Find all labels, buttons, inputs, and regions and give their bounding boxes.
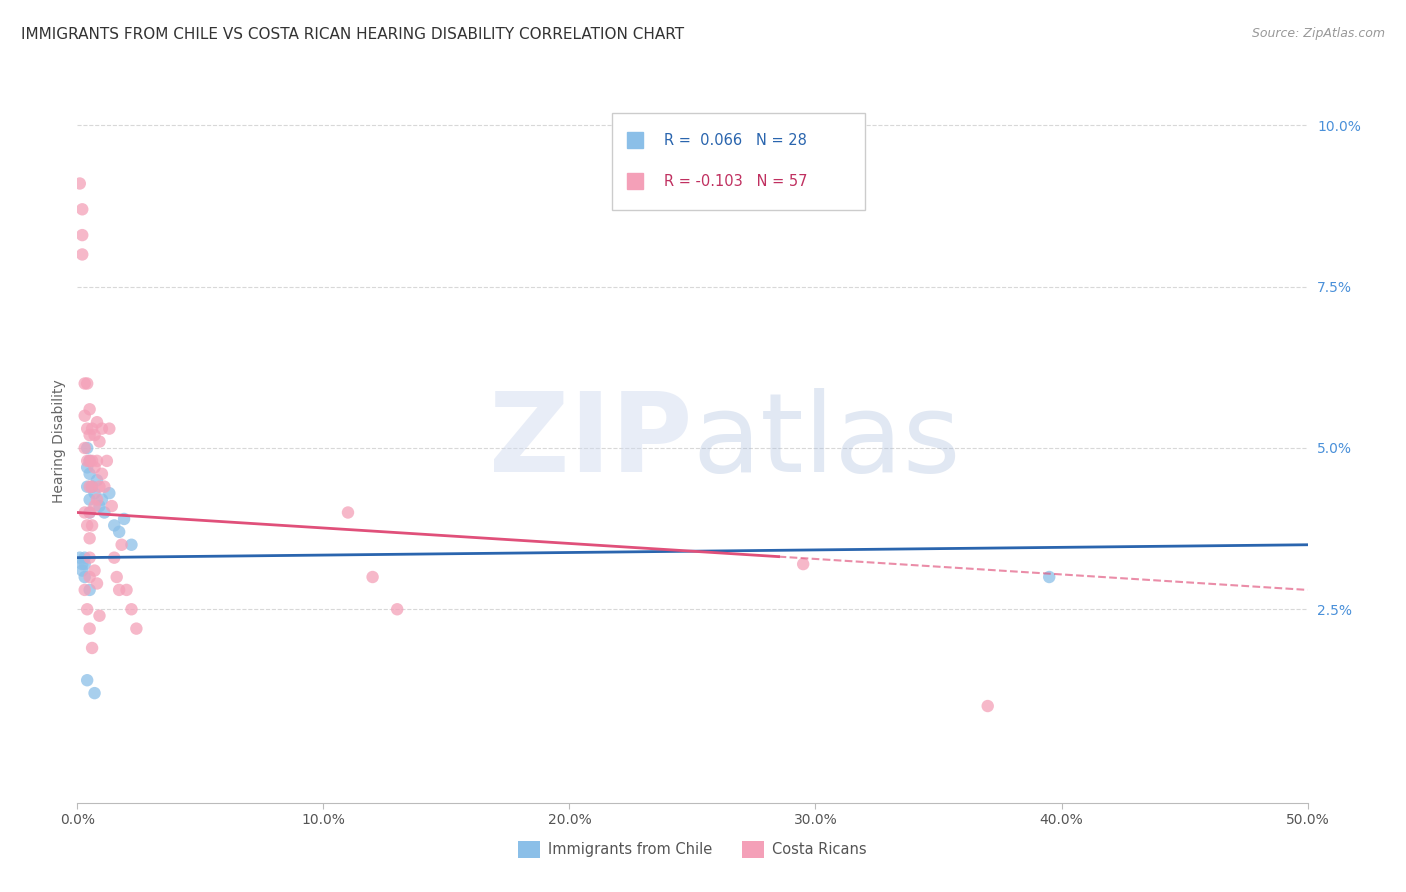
Point xyxy=(385,602,409,616)
Point xyxy=(79,531,101,545)
Point xyxy=(86,473,108,487)
Point xyxy=(79,570,101,584)
Point xyxy=(79,480,101,494)
Text: R =  0.066   N = 28: R = 0.066 N = 28 xyxy=(664,133,807,148)
Point xyxy=(79,454,101,468)
Point xyxy=(101,499,124,513)
Point xyxy=(98,486,121,500)
Point xyxy=(79,506,101,520)
Point xyxy=(79,454,101,468)
Point xyxy=(89,499,111,513)
Point xyxy=(70,564,93,578)
Point xyxy=(79,582,101,597)
Point xyxy=(337,506,360,520)
Text: IMMIGRANTS FROM CHILE VS COSTA RICAN HEARING DISABILITY CORRELATION CHART: IMMIGRANTS FROM CHILE VS COSTA RICAN HEA… xyxy=(21,27,685,42)
Point xyxy=(79,622,101,636)
Point xyxy=(90,492,114,507)
Point xyxy=(977,699,1000,714)
Point xyxy=(83,460,105,475)
Point xyxy=(361,570,384,584)
Point xyxy=(115,582,138,597)
Legend: Immigrants from Chile, Costa Ricans: Immigrants from Chile, Costa Ricans xyxy=(512,835,873,864)
Point xyxy=(86,415,108,429)
Point xyxy=(111,538,132,552)
Point xyxy=(70,228,93,243)
Point xyxy=(82,518,104,533)
Point xyxy=(93,480,115,494)
Point xyxy=(93,506,115,520)
Point xyxy=(76,422,98,436)
Point xyxy=(121,538,143,552)
Text: R = -0.103   N = 57: R = -0.103 N = 57 xyxy=(664,174,807,189)
Point xyxy=(83,486,105,500)
Point xyxy=(83,564,105,578)
Point xyxy=(82,422,104,436)
Point xyxy=(73,582,96,597)
Point xyxy=(73,409,96,423)
Point xyxy=(79,402,101,417)
Point xyxy=(82,480,104,494)
Point xyxy=(90,422,114,436)
Point xyxy=(73,550,96,565)
Point xyxy=(73,570,96,584)
Point xyxy=(70,247,93,261)
Point xyxy=(76,460,98,475)
Point xyxy=(82,640,104,655)
Point xyxy=(70,557,93,571)
Point xyxy=(86,492,108,507)
Point xyxy=(96,454,118,468)
Point xyxy=(79,428,101,442)
Point xyxy=(73,376,96,391)
Point xyxy=(792,557,814,571)
Point xyxy=(108,524,131,539)
Point xyxy=(69,550,91,565)
Point xyxy=(105,570,128,584)
Point xyxy=(73,441,96,455)
Point xyxy=(79,506,101,520)
Point xyxy=(103,518,125,533)
Point xyxy=(112,512,135,526)
Point xyxy=(76,518,98,533)
Point xyxy=(69,177,91,191)
Point xyxy=(70,202,93,217)
Point xyxy=(108,582,131,597)
Point xyxy=(79,492,101,507)
Point xyxy=(76,673,98,688)
Point xyxy=(79,467,101,481)
Point xyxy=(89,608,111,623)
Text: ZIP: ZIP xyxy=(489,388,693,495)
Point xyxy=(76,480,98,494)
Point xyxy=(83,499,105,513)
Point xyxy=(86,454,108,468)
Point xyxy=(73,506,96,520)
Point xyxy=(125,622,148,636)
Point xyxy=(76,441,98,455)
Point xyxy=(79,550,101,565)
Point xyxy=(121,602,143,616)
Text: Source: ZipAtlas.com: Source: ZipAtlas.com xyxy=(1251,27,1385,40)
FancyBboxPatch shape xyxy=(613,112,865,211)
Point xyxy=(1038,570,1060,584)
Point xyxy=(76,454,98,468)
Point xyxy=(76,376,98,391)
Point xyxy=(83,686,105,700)
Point xyxy=(82,454,104,468)
Point xyxy=(76,602,98,616)
Point xyxy=(103,550,125,565)
Point xyxy=(89,434,111,449)
Point xyxy=(98,422,121,436)
Y-axis label: Hearing Disability: Hearing Disability xyxy=(52,380,66,503)
Point xyxy=(83,428,105,442)
Text: atlas: atlas xyxy=(693,388,960,495)
Point xyxy=(89,480,111,494)
Point xyxy=(86,576,108,591)
Point xyxy=(73,557,96,571)
Point xyxy=(82,480,104,494)
Point xyxy=(90,467,114,481)
